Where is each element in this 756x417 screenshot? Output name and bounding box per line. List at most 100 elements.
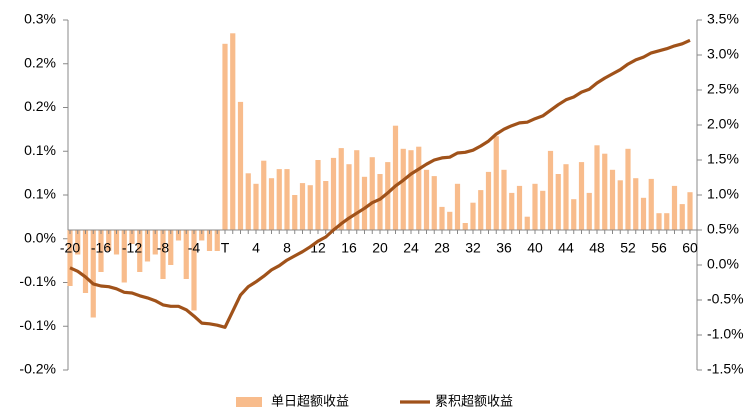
bar (454, 183, 461, 230)
bar (152, 230, 158, 255)
bar (121, 230, 127, 283)
y2-tick-label: -1.0% (707, 326, 744, 342)
bar (462, 223, 468, 230)
y2-tick-label: 0.5% (707, 221, 739, 237)
bar (191, 230, 197, 311)
bar (625, 148, 631, 230)
y-tick-label: -0.1% (19, 273, 56, 289)
bar (276, 169, 282, 230)
bar (183, 230, 189, 279)
x-tick-label: -12 (122, 240, 142, 256)
bar (594, 145, 600, 230)
bar (75, 230, 81, 255)
bar (199, 230, 205, 241)
bar (168, 230, 174, 265)
y-tick-label: 0.1% (24, 186, 56, 202)
bar (330, 157, 337, 230)
bar (578, 162, 585, 230)
y-tick-label: 0.3% (24, 11, 56, 27)
x-tick-label: T (221, 240, 230, 256)
y2-tick-label: 1.0% (707, 186, 739, 202)
x-tick-label: 36 (496, 240, 512, 256)
bar (206, 230, 213, 251)
bar (633, 178, 639, 230)
bar (571, 199, 577, 230)
bar (214, 230, 220, 251)
legend-label: 单日超额收益 (271, 393, 349, 408)
x-tick-label: 24 (403, 240, 419, 256)
bar (346, 164, 352, 230)
bar (501, 169, 507, 230)
x-tick-label: 8 (283, 240, 291, 256)
y2-tick-label: 3.5% (707, 11, 739, 27)
y-tick-label: -0.1% (19, 317, 56, 333)
y2-tick-label: -1.5% (707, 361, 744, 377)
y2-tick-label: 0.0% (707, 256, 739, 272)
bar (106, 230, 112, 251)
bar (671, 185, 678, 230)
bar (361, 176, 368, 230)
bar (90, 230, 96, 318)
bar (98, 230, 104, 272)
bar (392, 125, 399, 230)
y2-tick-label: 2.0% (707, 116, 739, 132)
y2-tick-label: 2.5% (707, 81, 739, 97)
x-tick-label: 16 (341, 240, 357, 256)
x-tick-label: -4 (188, 240, 201, 256)
bar (516, 185, 523, 230)
y2-tick-label: 1.5% (707, 151, 739, 167)
bar (67, 230, 73, 286)
bar (144, 230, 151, 262)
bar (416, 146, 422, 230)
x-tick-label: 40 (527, 240, 543, 256)
bar (137, 230, 143, 272)
bar (299, 183, 306, 230)
x-tick-label: 4 (252, 240, 260, 256)
bar (493, 136, 499, 230)
x-tick-label: 28 (434, 240, 450, 256)
bar (547, 150, 554, 230)
bar (268, 178, 275, 230)
bar (509, 192, 515, 230)
bar (369, 157, 375, 230)
legend-label: 累积超额收益 (435, 393, 513, 408)
bar (485, 171, 492, 230)
x-tick-label: 52 (620, 240, 636, 256)
bar (679, 204, 685, 230)
bar (222, 43, 228, 230)
y2-tick-label: 3.0% (707, 46, 739, 62)
y-tick-label: 0.2% (24, 98, 56, 114)
x-tick-label: -8 (157, 240, 170, 256)
bar (292, 195, 298, 230)
bar (532, 183, 538, 230)
bar (113, 230, 120, 255)
x-tick-label: -16 (91, 240, 111, 256)
bar (470, 202, 476, 230)
bar (664, 213, 670, 230)
x-tick-label: 32 (465, 240, 481, 256)
bar (230, 33, 236, 230)
x-tick-label: -20 (60, 240, 80, 256)
bar (687, 192, 693, 230)
bar (431, 176, 437, 230)
x-tick-label: 20 (372, 240, 388, 256)
bar (648, 178, 654, 230)
bar (524, 216, 530, 230)
bar (400, 148, 406, 230)
x-tick-label: 60 (682, 240, 698, 256)
bar (656, 213, 662, 230)
y2-tick-label: -0.5% (707, 291, 744, 307)
bar (640, 197, 647, 230)
bar (160, 230, 166, 279)
y-tick-label: -0.2% (19, 361, 56, 377)
bar (82, 230, 89, 293)
line (69, 38, 691, 329)
bar (609, 169, 616, 230)
bar (563, 164, 569, 230)
bar (261, 160, 267, 230)
bar (307, 185, 313, 230)
bar (338, 148, 344, 230)
bar (315, 160, 321, 230)
bar (478, 190, 484, 230)
